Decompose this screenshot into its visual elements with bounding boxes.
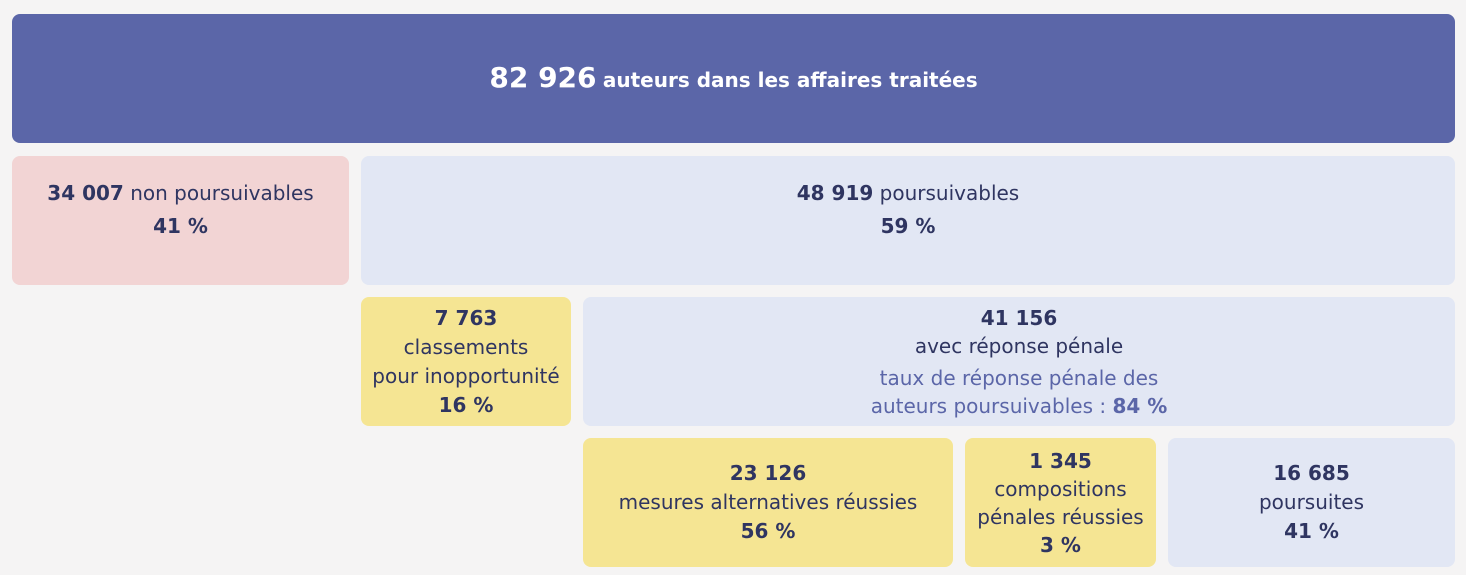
- non-poursuivables-box: 34 007 non poursuivables 41 %: [12, 156, 349, 285]
- poursuites-label: poursuites: [1258, 490, 1365, 514]
- poursuivables-label: poursuivables: [879, 180, 1020, 205]
- compositions-label-2: pénales réussies: [977, 504, 1144, 529]
- total-authors-box: 82 926 auteurs dans les affaires traitée…: [12, 14, 1455, 143]
- non-poursuivables-value: 34 007: [47, 180, 124, 205]
- poursuivables-line: 48 919 poursuivables: [797, 180, 1019, 207]
- compositions-box: 1 345 compositions pénales réussies 3 %: [965, 438, 1156, 567]
- reponse-penale-label: avec réponse pénale: [914, 333, 1124, 358]
- reponse-penale-value: 41 156: [980, 305, 1058, 330]
- compositions-label-1: compositions: [994, 476, 1127, 501]
- mesures-box: 23 126 mesures alternatives réussies 56 …: [583, 438, 953, 567]
- classements-box: 7 763 classements pour inopportunité 16 …: [361, 297, 571, 426]
- poursuivables-percent: 59 %: [880, 213, 936, 238]
- non-poursuivables-label: non poursuivables: [130, 180, 314, 205]
- reponse-penale-rate-line2: auteurs poursuivables : 84 %: [871, 392, 1168, 420]
- reponse-penale-rate-value: 84 %: [1112, 393, 1168, 418]
- reponse-penale-box: 41 156 avec réponse pénale taux de répon…: [583, 297, 1455, 426]
- mesures-percent: 56 %: [740, 519, 796, 543]
- classements-label-1: classements: [403, 334, 529, 359]
- non-poursuivables-percent: 41 %: [153, 213, 208, 238]
- classements-label-2: pour inopportunité: [372, 363, 560, 388]
- compositions-value: 1 345: [1029, 448, 1092, 473]
- classements-value: 7 763: [434, 305, 498, 330]
- non-poursuivables-line: 34 007 non poursuivables: [47, 180, 313, 207]
- poursuivables-value: 48 919: [796, 180, 874, 205]
- mesures-value: 23 126: [729, 461, 807, 485]
- total-value: 82 926: [489, 60, 597, 94]
- poursuites-box: 16 685 poursuites 41 %: [1168, 438, 1455, 567]
- classements-percent: 16 %: [438, 392, 494, 417]
- poursuivables-box: 48 919 poursuivables 59 %: [361, 156, 1455, 285]
- poursuites-percent: 41 %: [1284, 519, 1339, 543]
- poursuites-value: 16 685: [1273, 461, 1350, 485]
- mesures-label: mesures alternatives réussies: [618, 490, 918, 514]
- reponse-penale-rate-1: taux de réponse pénale des: [879, 365, 1159, 390]
- reponse-penale-rate-2: auteurs poursuivables :: [870, 393, 1107, 418]
- total-line: 82 926 auteurs dans les affaires traitée…: [489, 60, 978, 94]
- compositions-percent: 3 %: [1040, 532, 1081, 557]
- total-label: auteurs dans les affaires traitées: [602, 67, 978, 92]
